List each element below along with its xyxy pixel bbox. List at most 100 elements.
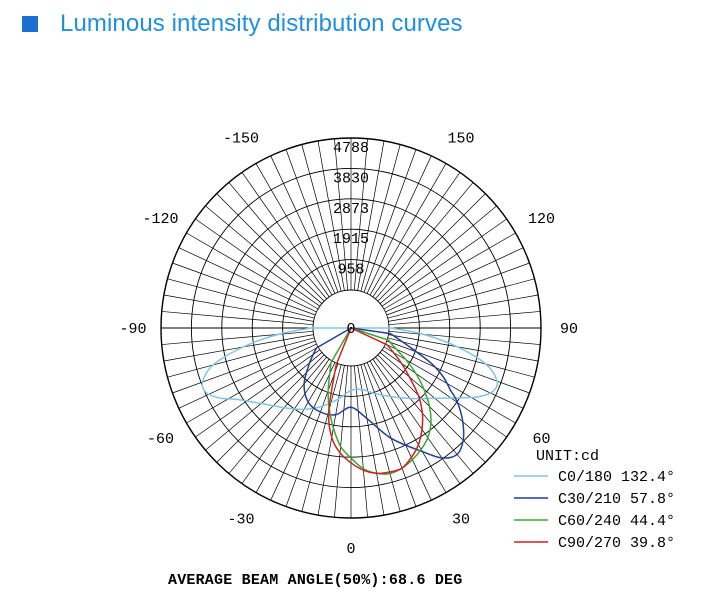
grid-spoke	[353, 138, 368, 291]
grid-spoke	[195, 218, 321, 307]
average-beam-angle: AVERAGE BEAM ANGLE(50%):68.6 DEG	[168, 572, 463, 589]
grid-spoke	[285, 149, 339, 293]
angle-label: 150	[447, 130, 474, 147]
radial-tick-label: 0	[346, 321, 355, 338]
grid-spoke	[228, 356, 327, 474]
grid-spoke	[388, 330, 541, 345]
grid-spoke	[161, 311, 314, 326]
chart-title: Luminous intensity distribution curves	[60, 10, 463, 37]
series-layer	[201, 327, 499, 475]
grid-spoke	[205, 352, 323, 451]
grid-spoke	[387, 278, 535, 319]
series-curve-C0-180	[201, 327, 499, 411]
grid-spoke	[353, 365, 368, 518]
grid-spoke	[334, 365, 349, 518]
grid-spoke	[178, 343, 317, 409]
grid-spoke	[372, 172, 461, 298]
angle-label: 90	[560, 321, 578, 338]
grid-spoke	[357, 140, 385, 291]
grid-spoke	[317, 365, 345, 516]
grid-spoke	[385, 247, 524, 313]
grid-spoke	[377, 193, 486, 302]
grid-spoke	[270, 155, 336, 294]
grid-spoke	[386, 340, 530, 394]
grid-spoke	[383, 232, 516, 310]
grid-spoke	[255, 360, 333, 493]
grid-spoke	[388, 294, 539, 322]
grid-spoke	[172, 262, 316, 316]
grid-spoke	[372, 358, 461, 484]
legend-entry: C90/270 39.8°	[558, 535, 675, 552]
grid-spoke	[317, 140, 345, 291]
series-curve-C30-210	[303, 327, 465, 459]
grid-spoke	[178, 247, 317, 313]
legend-entry: C60/240 44.4°	[558, 513, 675, 530]
radial-tick-label: 3830	[333, 170, 369, 187]
grid-spoke	[385, 343, 524, 409]
series-curve-C60-240	[327, 327, 432, 475]
angle-label: 0	[346, 541, 355, 558]
angle-label: -90	[119, 321, 146, 338]
legend-entry: C30/210 57.8°	[558, 491, 675, 508]
angle-label: -120	[142, 211, 178, 228]
grid-spoke	[167, 278, 315, 319]
grid-spoke	[161, 330, 314, 345]
grid-spoke	[377, 354, 486, 463]
grid-spoke	[366, 155, 432, 294]
angle-label: 30	[452, 512, 470, 529]
chart-header: Luminous intensity distribution curves	[22, 10, 463, 38]
grid-spoke	[216, 193, 325, 302]
grid-spoke	[388, 334, 539, 362]
grid-spoke	[381, 218, 507, 307]
grid-spoke	[205, 205, 323, 304]
grid-spoke	[186, 346, 319, 424]
radial-tick-label: 958	[337, 262, 364, 279]
grid-spoke	[363, 363, 417, 507]
grid-spoke	[388, 311, 541, 326]
grid-spoke	[172, 340, 316, 394]
grid-spoke	[167, 337, 315, 378]
grid-spoke	[360, 364, 401, 512]
radial-tick-label: 1915	[333, 231, 369, 248]
grid-spoke	[366, 362, 432, 501]
angle-label: -30	[227, 512, 254, 529]
grid-spoke	[369, 360, 447, 493]
grid-spoke	[375, 356, 474, 474]
grid-spoke	[357, 365, 385, 516]
grid-spoke	[387, 337, 535, 378]
angle-labels: 0 30 60 90 120 150 -30 -60 -90 -120 -150	[119, 130, 578, 558]
grid-spoke	[363, 149, 417, 293]
grid-spoke	[255, 163, 333, 296]
grid-spoke	[301, 144, 342, 292]
grid-spoke	[270, 362, 336, 501]
angle-label: -60	[147, 431, 174, 448]
grid-spoke	[379, 205, 497, 304]
grid-spoke	[228, 182, 327, 300]
legend: UNIT:cd C0/180 132.4° C30/210 57.8° C60/240…	[514, 448, 675, 552]
angle-label: -150	[223, 130, 259, 147]
polar-grid	[160, 137, 542, 519]
angle-label: 60	[533, 431, 551, 448]
grid-spoke	[375, 182, 474, 300]
title-square-icon	[22, 16, 38, 32]
grid-spoke	[386, 262, 530, 316]
radial-tick-labels: 0 958 1915 2873 3830 4788	[333, 140, 369, 338]
grid-spoke	[369, 163, 447, 296]
grid-spoke	[241, 172, 330, 298]
grid-spoke	[163, 294, 314, 322]
grid-spoke	[186, 232, 319, 310]
grid-spoke	[285, 363, 339, 507]
grid-spoke	[360, 144, 401, 292]
radial-tick-label: 4788	[333, 140, 369, 157]
grid-spoke	[195, 349, 321, 438]
radial-tick-label: 2873	[333, 201, 369, 218]
angle-label: 120	[528, 211, 555, 228]
grid-spoke	[241, 358, 330, 484]
grid-spoke	[334, 138, 349, 291]
grid-spoke	[301, 364, 342, 512]
legend-entry: C0/180 132.4°	[558, 469, 675, 486]
unit-label: UNIT:cd	[536, 448, 599, 465]
series-curve-C90-270	[327, 327, 424, 475]
grid-spoke	[163, 334, 314, 362]
